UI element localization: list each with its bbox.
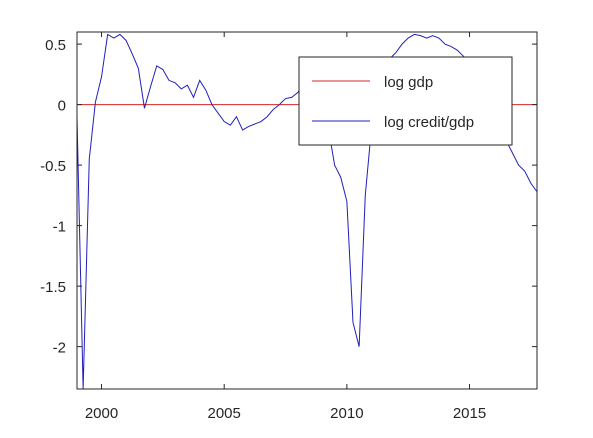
- y-tick-label: 0: [58, 98, 66, 115]
- y-tick-label: -1.5: [40, 279, 66, 296]
- x-tick-label: 2005: [208, 405, 241, 422]
- y-tick-label: -0.5: [40, 158, 66, 175]
- legend-box: [299, 57, 512, 145]
- x-tick-label: 2015: [453, 405, 486, 422]
- y-tick-label: -2: [53, 340, 66, 357]
- y-tick-label: -1: [53, 219, 66, 236]
- x-tick-label: 2000: [85, 405, 118, 422]
- legend-label-log-gdp: log gdp: [384, 74, 433, 91]
- y-tick-label: 0.5: [45, 37, 66, 54]
- legend: log gdp log credit/gdp: [299, 57, 512, 145]
- x-tick-label: 2010: [330, 405, 363, 422]
- legend-label-log-credit-gdp: log credit/gdp: [384, 114, 474, 131]
